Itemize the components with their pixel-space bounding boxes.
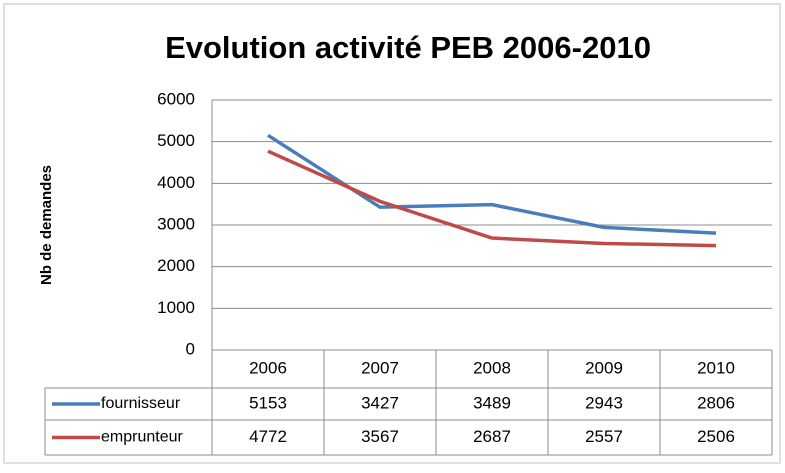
table-value: 3489 [473, 393, 511, 412]
legend-label: emprunteur [101, 429, 183, 446]
legend-label: fournisseur [101, 395, 181, 412]
table-value: 2687 [473, 427, 511, 446]
y-tick-label: 0 [186, 339, 195, 358]
table-value: 3427 [361, 393, 399, 412]
series-line [267, 149, 717, 248]
chart-title: Evolution activité PEB 2006-2010 [165, 30, 651, 65]
y-axis-label: Nb de demandes [38, 165, 55, 285]
x-tick-label: 2007 [361, 358, 399, 377]
chart-frame [3, 3, 781, 464]
y-tick-label: 2000 [157, 256, 195, 275]
x-tick-label: 2009 [585, 358, 623, 377]
table-value: 3567 [361, 427, 399, 446]
y-tick-label: 4000 [157, 173, 195, 192]
table-value: 2806 [697, 393, 735, 412]
x-tick-label: 2008 [473, 358, 511, 377]
y-tick-label: 5000 [157, 131, 195, 150]
y-tick-label: 1000 [157, 298, 195, 317]
table-value: 2557 [585, 427, 623, 446]
table-value: 4772 [249, 427, 287, 446]
y-tick-label: 3000 [157, 214, 195, 233]
table-value: 2506 [697, 427, 735, 446]
x-tick-label: 2010 [697, 358, 735, 377]
table-value: 5153 [249, 393, 287, 412]
x-tick-label: 2006 [249, 358, 287, 377]
y-tick-label: 6000 [157, 89, 195, 108]
table-value: 2943 [585, 393, 623, 412]
